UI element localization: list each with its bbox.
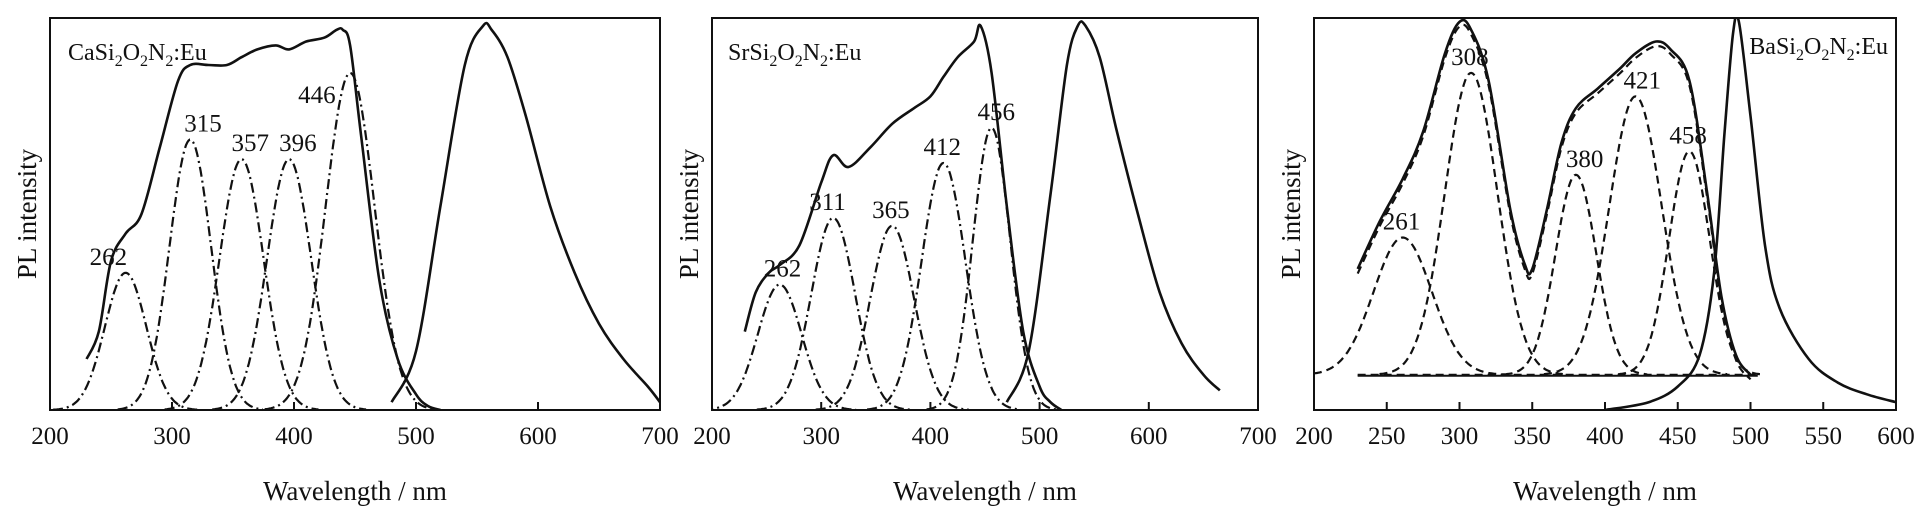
x-tick-label: 700 <box>1239 423 1277 450</box>
gaussian-peak-curve-261 <box>1314 236 1505 376</box>
emission-curve <box>390 21 660 403</box>
x-tick-label: 550 <box>1805 423 1843 450</box>
peak-label-421: 421 <box>1624 67 1662 94</box>
peak-label-262: 262 <box>90 244 128 271</box>
x-tick-label: 500 <box>397 423 435 450</box>
x-tick-label: 400 <box>275 423 313 450</box>
gaussian-peak-curve-412 <box>867 161 1021 410</box>
gaussian-peak-curve-311 <box>756 216 910 410</box>
gaussian-peak-curve-262 <box>712 283 857 410</box>
sample-label: SrSi2O2N2:Eu <box>728 40 861 70</box>
peak-label-458: 458 <box>1669 122 1707 149</box>
x-tick-label: 350 <box>1514 423 1552 450</box>
peak-label-308: 308 <box>1451 44 1489 71</box>
x-tick-label: 400 <box>1586 423 1624 450</box>
fitted-sum-curve <box>1356 23 1752 381</box>
peak-label-365: 365 <box>872 197 910 224</box>
x-tick-label: 300 <box>802 423 840 450</box>
x-axis-title: Wavelength / nm <box>893 476 1077 506</box>
plot-frame <box>49 17 661 411</box>
x-axis-title: Wavelength / nm <box>263 476 447 506</box>
excitation-curve <box>743 23 1063 410</box>
gaussian-peak-curve-456 <box>926 126 1057 410</box>
gaussian-peak-curve-446 <box>264 71 436 410</box>
gaussian-peak-curve-421 <box>1543 95 1728 376</box>
sample-label: BaSi2O2N2:Eu <box>1749 34 1888 64</box>
gaussian-peak-curve-458 <box>1618 150 1761 376</box>
chart-panel-2: 200 300 400 500 600 700 Wavelength / nm PL inte… <box>674 17 1277 506</box>
peak-label-315: 315 <box>184 111 222 138</box>
plot-area <box>52 21 660 410</box>
x-tick-label: 600 <box>519 423 557 450</box>
plot-area <box>1314 18 1896 410</box>
gaussian-peak-curve-357 <box>164 157 319 410</box>
x-tick-label: 200 <box>693 423 731 450</box>
y-axis-title: PL intensity <box>12 148 42 279</box>
excitation-curve <box>85 26 441 410</box>
peak-label-261: 261 <box>1383 209 1421 236</box>
sample-label: CaSi2O2N2:Eu <box>68 40 207 70</box>
chart-panel-3: 200 250 300 350 400 450 500 550 600 Wavelength / … <box>1276 17 1915 506</box>
peak-label-412: 412 <box>924 134 962 161</box>
x-tick-label: 300 <box>1441 423 1479 450</box>
peak-label-396: 396 <box>279 130 317 157</box>
emission-curve <box>1604 18 1896 410</box>
peak-label-357: 357 <box>232 130 269 157</box>
emission-curve <box>1005 20 1221 403</box>
peak-label-446: 446 <box>298 82 336 109</box>
x-tick-label: 450 <box>1659 423 1697 450</box>
y-axis-title: PL intensity <box>1276 148 1306 279</box>
x-tick-label: 500 <box>1732 423 1770 450</box>
x-tick-label: 600 <box>1130 423 1168 450</box>
gaussian-peak-curve-365 <box>815 224 969 410</box>
x-tick-label: 300 <box>153 423 191 450</box>
peak-label-380: 380 <box>1566 146 1604 173</box>
peak-label-262: 262 <box>764 256 802 283</box>
chart-panel-1: 200 300 400 500 600 700 Wavelength / nm PL inte… <box>12 17 679 506</box>
peak-label-456: 456 <box>978 99 1016 126</box>
excitation-curve <box>1356 18 1752 376</box>
x-tick-label: 700 <box>641 423 679 450</box>
x-tick-label: 200 <box>31 423 69 450</box>
x-tick-label: 600 <box>1877 423 1915 450</box>
gaussian-peak-curve-396 <box>212 157 367 410</box>
y-axis-title: PL intensity <box>674 148 704 279</box>
x-tick-label: 200 <box>1295 423 1333 450</box>
gaussian-peak-curve-262 <box>52 271 199 410</box>
gaussian-peak-curve-315 <box>117 138 263 410</box>
plot-area <box>712 20 1221 410</box>
x-tick-label: 500 <box>1021 423 1059 450</box>
plot-frame <box>711 17 1259 411</box>
x-axis-title: Wavelength / nm <box>1513 476 1697 506</box>
gaussian-peak-curve-308 <box>1379 71 1563 376</box>
x-tick-label: 250 <box>1368 423 1406 450</box>
x-tick-label: 400 <box>912 423 950 450</box>
peak-label-311: 311 <box>809 189 846 216</box>
gaussian-peak-curve-380 <box>1504 173 1648 376</box>
